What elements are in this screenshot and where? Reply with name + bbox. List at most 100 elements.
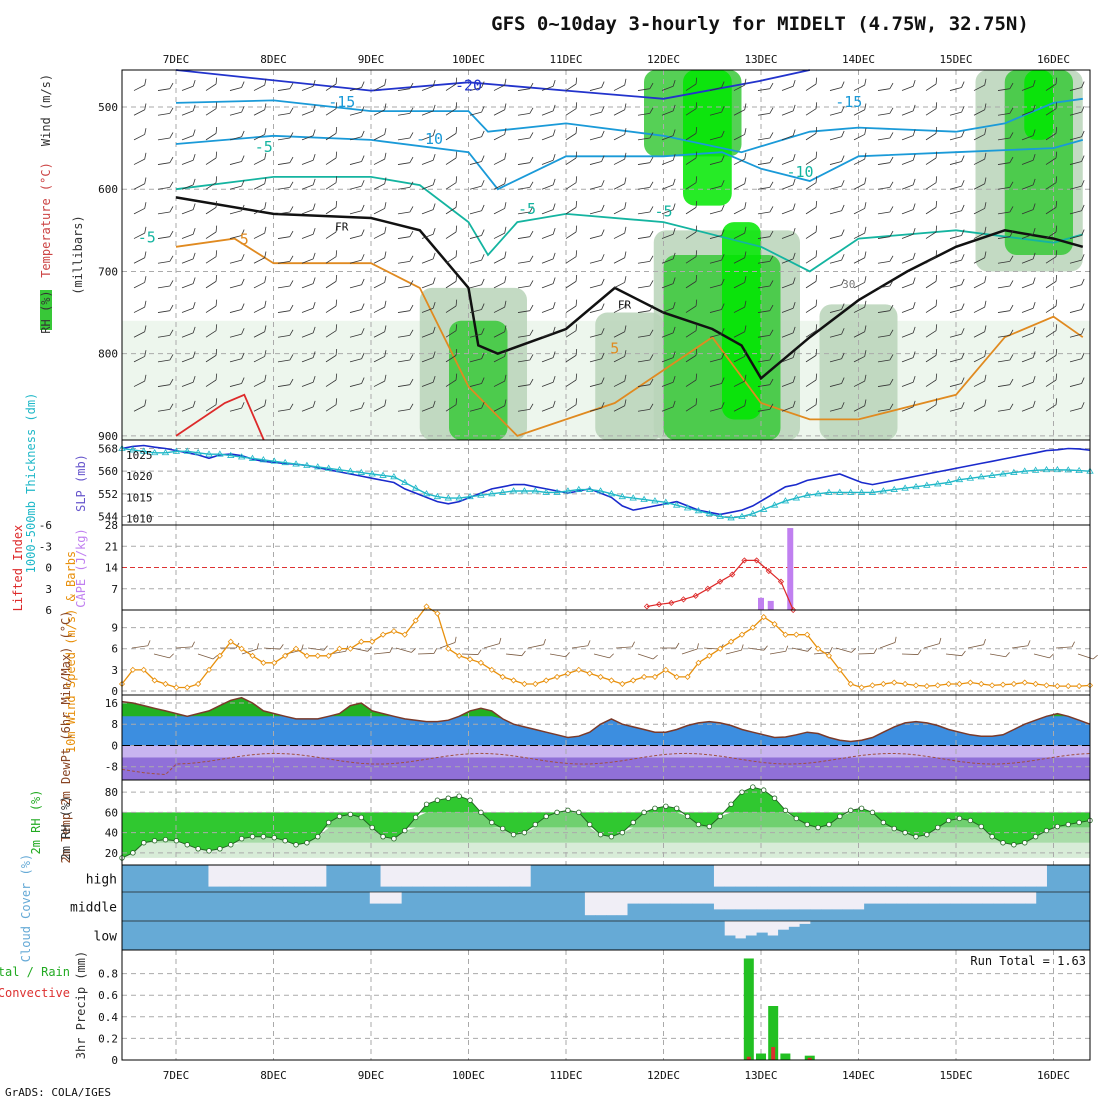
wind-barb — [517, 329, 534, 338]
thickness-point — [901, 484, 909, 491]
thickness-point — [466, 492, 474, 500]
wind-speed-point — [782, 631, 789, 638]
wind-barb — [445, 274, 458, 289]
thickness-point — [607, 490, 616, 497]
cloud-bar-high — [606, 865, 618, 892]
rh-point — [543, 813, 549, 820]
cloud-bar-high — [412, 886, 424, 892]
wind-barb — [277, 403, 294, 412]
thickness-point — [531, 487, 540, 494]
y-tick-label-right: 1020 — [126, 470, 153, 483]
cloud-bar-high — [175, 865, 187, 892]
wind-barb — [373, 251, 387, 264]
wind-barb — [493, 202, 507, 215]
wind-barb — [853, 78, 867, 91]
thickness-point — [140, 447, 148, 454]
axis-label: 1000-500mb Thickness (dm) — [24, 393, 38, 574]
wind-barb — [1069, 278, 1085, 289]
wind-barb — [1045, 77, 1058, 91]
axis-label: Cloud Cover (%) — [19, 854, 33, 962]
wind-barb — [253, 374, 267, 387]
wind-barb — [853, 350, 867, 363]
wind-barb — [229, 81, 245, 91]
wind-barb — [757, 403, 774, 412]
wind-speed-point — [423, 603, 430, 610]
wind-barb — [613, 177, 627, 190]
y-tick-label-left: -3 — [39, 540, 52, 553]
wind-barb — [181, 252, 196, 264]
cloud-bar-low — [326, 921, 338, 950]
thickness-point — [792, 494, 801, 501]
x-tick-label-bottom: 10DEC — [452, 1069, 485, 1082]
cloud-bar-low — [175, 921, 187, 950]
cloud-bar-high — [1036, 886, 1048, 892]
wind-barb — [397, 403, 414, 412]
wind-barb — [517, 230, 534, 239]
wind-barb — [757, 206, 774, 215]
wind-speed-point — [749, 624, 756, 631]
wind-barb — [325, 126, 338, 141]
cloud-bar-middle — [562, 892, 575, 921]
cloud-bar-low — [423, 921, 435, 950]
rh-point — [260, 833, 267, 840]
wind-barb — [877, 354, 894, 363]
wind-speed-point — [651, 673, 659, 680]
rh-point — [228, 842, 234, 848]
cloud-bar-low — [573, 921, 585, 950]
cloud-bar-low — [724, 935, 736, 950]
wind-barb — [901, 178, 916, 190]
wind-barb — [829, 402, 845, 412]
wind-barb — [277, 354, 294, 363]
wind-barb — [157, 329, 174, 338]
rh-point — [293, 842, 299, 848]
wind-barb — [613, 350, 627, 363]
rh-point — [630, 819, 636, 826]
thickness-point — [879, 487, 888, 494]
wind-barb — [517, 304, 534, 313]
cloud-bar-middle — [175, 892, 187, 921]
wind-barb — [565, 77, 578, 91]
cloud-bar-high — [165, 865, 177, 892]
wind-barb — [637, 206, 654, 215]
wind-barb — [829, 229, 845, 239]
wind-barb — [1021, 80, 1036, 91]
wind-barb — [157, 132, 174, 141]
wind-barb — [685, 250, 698, 264]
wind-barb — [853, 202, 867, 215]
cloud-bar-low — [519, 921, 532, 950]
cape-bar — [758, 597, 764, 610]
cloud-bar-low — [433, 921, 446, 950]
rh-point — [989, 833, 995, 840]
y-tick-label: 0 — [111, 1054, 118, 1067]
y-tick-label: 0 — [111, 685, 118, 698]
wind-barb — [613, 374, 627, 387]
cloud-bar-low — [197, 921, 209, 950]
wind-barb — [445, 200, 458, 215]
thickness-point — [172, 447, 181, 454]
cloud-bar-middle — [670, 903, 682, 921]
wind-barb — [805, 200, 818, 215]
rh-point — [380, 833, 386, 840]
wind-barb — [613, 128, 627, 141]
y-tick-label-left: 568 — [98, 443, 118, 456]
rh-point — [554, 809, 560, 816]
wind-barb — [709, 254, 725, 264]
cloud-bar-high — [509, 886, 521, 892]
lifted-index-line — [646, 559, 794, 611]
wind-barb — [637, 280, 654, 289]
wind-barb — [1021, 104, 1036, 116]
wind-barb — [421, 178, 436, 190]
thickness-point — [1010, 468, 1018, 475]
wind-barb — [661, 400, 676, 412]
cloud-bar-high — [584, 865, 596, 892]
rh-band — [122, 787, 1090, 858]
cloud-bar-low — [347, 921, 360, 950]
thickness-point — [760, 505, 768, 512]
rh-point — [217, 846, 223, 852]
cloud-bar-high — [122, 865, 134, 892]
wind-barb — [685, 151, 698, 165]
thickness-point — [618, 492, 627, 500]
wind-speed-point — [1021, 679, 1028, 686]
wind-barb — [157, 206, 174, 215]
wind-barb — [205, 77, 218, 91]
